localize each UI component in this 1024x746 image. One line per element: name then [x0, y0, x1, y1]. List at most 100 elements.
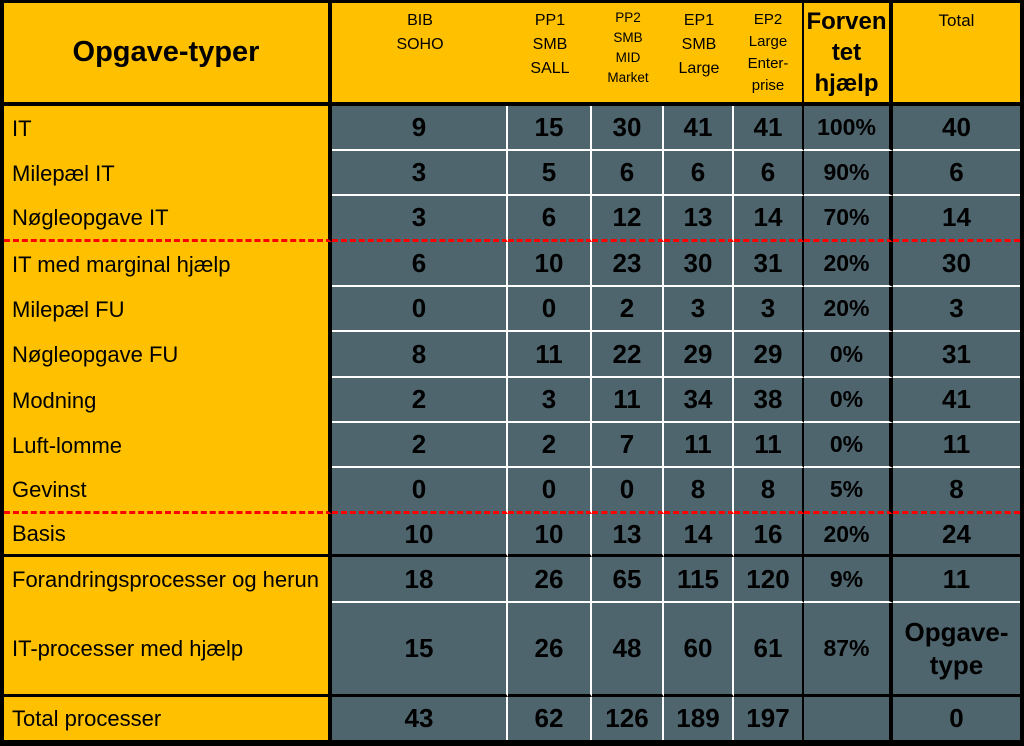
row-label: IT — [4, 106, 332, 151]
table-row: Forandringsprocesser og herun 18 26 65 1… — [4, 557, 1020, 603]
data-cell-percent: 20% — [804, 242, 893, 287]
data-cell-percent: 90% — [804, 151, 893, 196]
data-cell: 2 — [332, 378, 508, 423]
row-label: IT-processer med hjælp — [4, 603, 332, 697]
data-cell: 60 — [664, 603, 734, 697]
table-row: Nøgleopgave IT 3 6 12 13 14 70% 14 — [4, 196, 1020, 242]
data-cell: 23 — [592, 242, 664, 287]
data-cell-percent: 70% — [804, 196, 893, 242]
data-cell-percent: 5% — [804, 468, 893, 514]
data-cell-total: 24 — [893, 514, 1020, 557]
column-header-bib-soho: BIB SOHO — [332, 3, 508, 106]
data-cell-percent: 20% — [804, 514, 893, 557]
data-cell: 10 — [508, 242, 592, 287]
data-cell-total: 14 — [893, 196, 1020, 242]
data-cell: 0 — [508, 287, 592, 332]
row-label: Gevinst — [4, 468, 332, 514]
data-cell: 3 — [332, 151, 508, 196]
data-cell: 7 — [592, 423, 664, 468]
data-cell-total: 6 — [893, 151, 1020, 196]
data-cell: 8 — [664, 468, 734, 514]
table-row: IT 9 15 30 41 41 100% 40 — [4, 106, 1020, 151]
table-row: Gevinst 0 0 0 8 8 5% 8 — [4, 468, 1020, 514]
row-label: Milepæl IT — [4, 151, 332, 196]
row-label: Nøgleopgave FU — [4, 332, 332, 378]
data-cell: 120 — [734, 557, 804, 603]
data-cell: 18 — [332, 557, 508, 603]
data-cell: 11 — [734, 423, 804, 468]
table-row: IT-processer med hjælp 15 26 48 60 61 87… — [4, 603, 1020, 697]
data-cell: 3 — [508, 378, 592, 423]
data-cell: 15 — [508, 106, 592, 151]
header-row: Opgave-typer BIB SOHO PP1 SMB SALL PP2 S… — [4, 3, 1020, 106]
data-cell: 11 — [592, 378, 664, 423]
data-cell: 14 — [734, 196, 804, 242]
data-cell: 62 — [508, 697, 592, 740]
data-cell: 3 — [664, 287, 734, 332]
data-cell: 126 — [592, 697, 664, 740]
data-cell: 8 — [332, 332, 508, 378]
data-cell-total: 30 — [893, 242, 1020, 287]
data-cell: 41 — [664, 106, 734, 151]
row-label: IT med marginal hjælp — [4, 242, 332, 287]
column-header-ep2-large-enterprise: EP2 Large Enter- prise — [734, 3, 804, 106]
data-cell-percent: 0% — [804, 332, 893, 378]
data-cell: 43 — [332, 697, 508, 740]
row-label: Nøgleopgave IT — [4, 196, 332, 242]
data-cell: 2 — [332, 423, 508, 468]
data-cell-total: 31 — [893, 332, 1020, 378]
data-cell: 5 — [508, 151, 592, 196]
column-header-ep1-smb-large: EP1 SMB Large — [664, 3, 734, 106]
data-cell: 189 — [664, 697, 734, 740]
data-cell: 15 — [332, 603, 508, 697]
data-cell-total: 8 — [893, 468, 1020, 514]
data-cell-percent: 20% — [804, 287, 893, 332]
data-cell: 115 — [664, 557, 734, 603]
table-row: Basis 10 10 13 14 16 20% 24 — [4, 514, 1020, 557]
data-cell: 3 — [734, 287, 804, 332]
column-header-pp2-smb-mid-market: PP2 SMB MID Market — [592, 3, 664, 106]
row-label: Modning — [4, 378, 332, 423]
data-cell: 29 — [734, 332, 804, 378]
data-cell: 0 — [592, 468, 664, 514]
column-header-pp1-smb-sall: PP1 SMB SALL — [508, 3, 592, 106]
data-cell: 65 — [592, 557, 664, 603]
data-cell: 3 — [332, 196, 508, 242]
table-row: IT med marginal hjælp 6 10 23 30 31 20% … — [4, 242, 1020, 287]
data-cell-total: 3 — [893, 287, 1020, 332]
table-row: Milepæl IT 3 5 6 6 6 90% 6 — [4, 151, 1020, 196]
data-cell: 8 — [734, 468, 804, 514]
row-label: Luft-lomme — [4, 423, 332, 468]
data-cell: 30 — [664, 242, 734, 287]
data-cell: 61 — [734, 603, 804, 697]
data-cell: 31 — [734, 242, 804, 287]
data-cell: 6 — [734, 151, 804, 196]
data-cell-percent: 87% — [804, 603, 893, 697]
data-cell: 6 — [332, 242, 508, 287]
data-cell: 22 — [592, 332, 664, 378]
data-cell: 6 — [592, 151, 664, 196]
data-cell: 29 — [664, 332, 734, 378]
data-cell: 14 — [664, 514, 734, 557]
data-cell-total: 40 — [893, 106, 1020, 151]
table-row: Milepæl FU 0 0 2 3 3 20% 3 — [4, 287, 1020, 332]
data-cell: 9 — [332, 106, 508, 151]
data-cell: 12 — [592, 196, 664, 242]
table-row-total: Total processer 43 62 126 189 197 0 — [4, 697, 1020, 740]
data-cell: 38 — [734, 378, 804, 423]
column-header-forventet-hjaelp: Forven tet hjælp — [804, 3, 893, 106]
column-header-total: Total — [893, 3, 1020, 106]
table-row: Nøgleopgave FU 8 11 22 29 29 0% 31 — [4, 332, 1020, 378]
data-cell: 10 — [332, 514, 508, 557]
data-cell-percent — [804, 697, 893, 740]
data-cell: 2 — [592, 287, 664, 332]
data-cell-total: 0 — [893, 697, 1020, 740]
data-cell-total: 11 — [893, 423, 1020, 468]
data-cell: 197 — [734, 697, 804, 740]
data-cell: 2 — [508, 423, 592, 468]
data-cell-percent: 0% — [804, 423, 893, 468]
data-cell: 13 — [592, 514, 664, 557]
data-cell: 6 — [508, 196, 592, 242]
data-cell: 11 — [508, 332, 592, 378]
